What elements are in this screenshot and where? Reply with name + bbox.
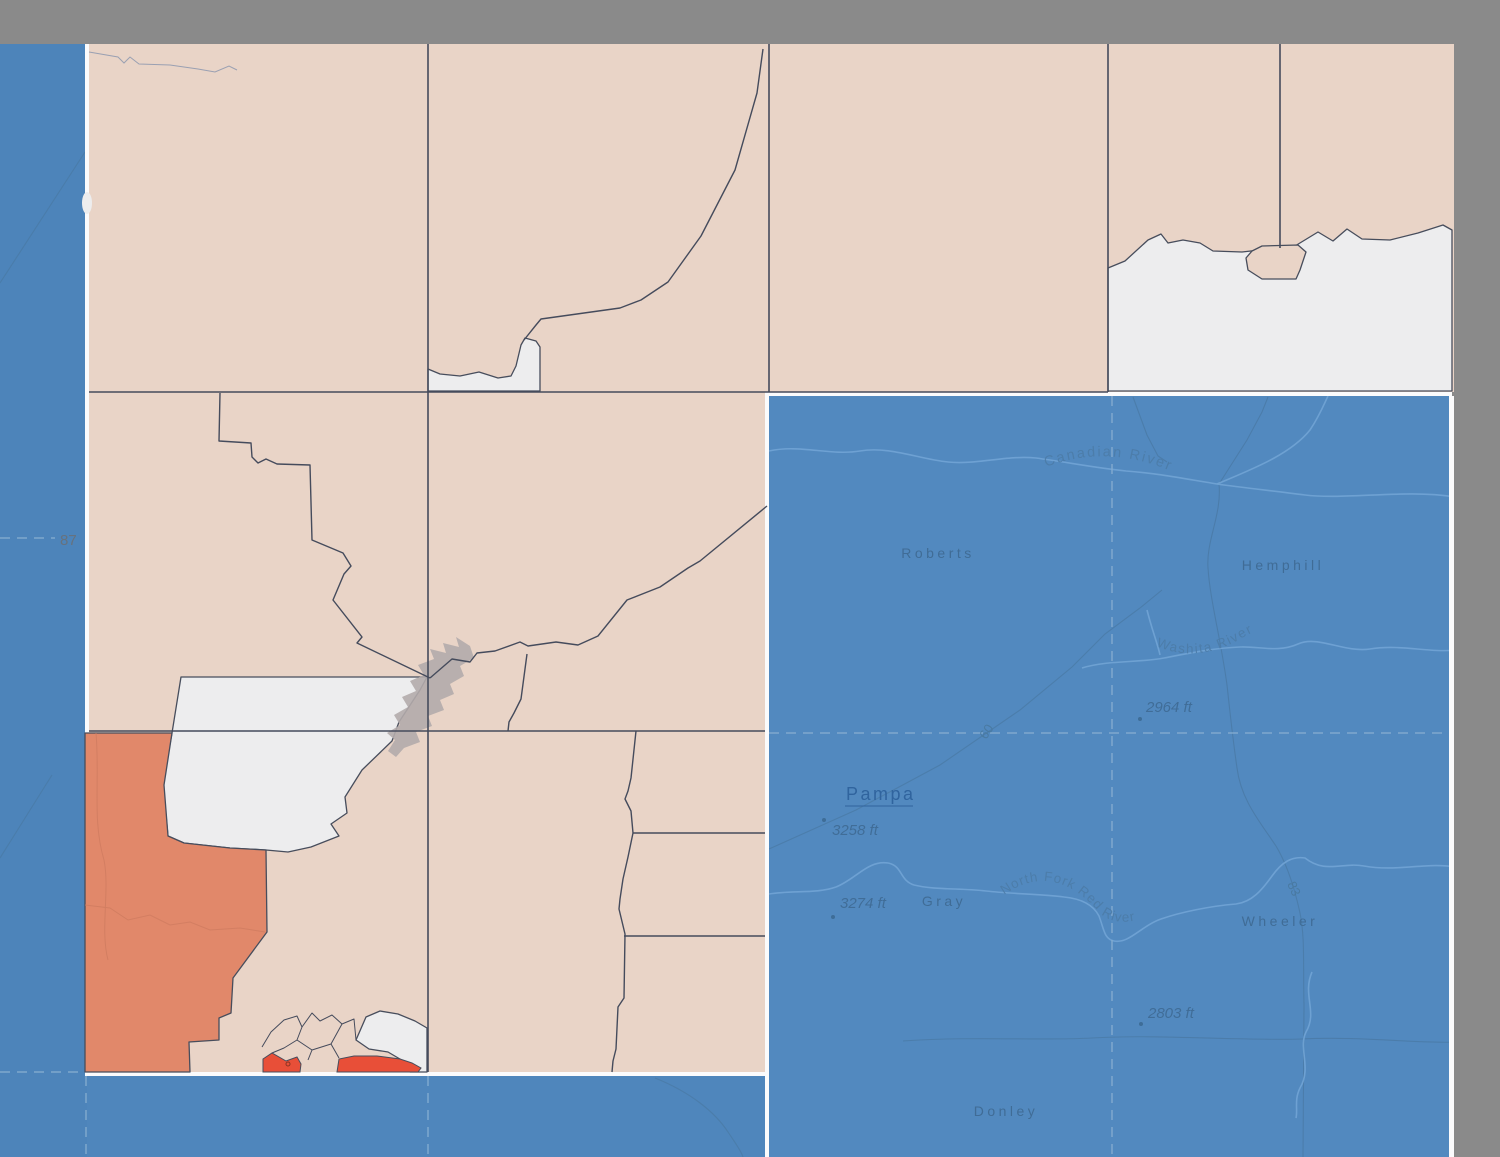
tract-red-1	[262, 1052, 302, 1073]
graticule-lines	[0, 396, 1452, 1157]
road-south	[902, 1036, 1456, 1043]
boundary-short-vertical	[507, 653, 528, 732]
southeast-river-line	[1295, 971, 1313, 1119]
county-label-hemphill: Hemphill	[1242, 557, 1324, 573]
tract-white-notch	[82, 192, 92, 214]
tile-seam-right-vertical	[1449, 396, 1454, 1157]
city-label-group: Pampa	[845, 784, 916, 807]
route-label-83: 83	[1284, 879, 1304, 898]
route-label-60: 60	[976, 721, 997, 741]
tract-beige-enclave	[1245, 244, 1307, 280]
elevation-label-3274: 3274 ft	[840, 895, 887, 912]
boundary-stepped-central	[218, 392, 431, 679]
tract-white-top-right	[1107, 224, 1453, 392]
tile-seam-bottom	[87, 1072, 768, 1076]
tile-gap-seams	[85, 44, 1454, 1157]
washita-river-line	[1081, 640, 1456, 669]
tract-white-top-middle	[427, 337, 541, 392]
river-lines	[768, 395, 1456, 1119]
tile-seam-left	[85, 44, 89, 1076]
faint-boundary-top-left	[88, 51, 238, 73]
road-left-strip-2	[0, 774, 53, 859]
boundary-lines	[89, 44, 1281, 1073]
road-north-1	[1132, 396, 1168, 463]
road-left-strip-1	[0, 151, 86, 284]
county-label-roberts: Roberts	[901, 545, 975, 561]
elevation-dot-3258	[822, 818, 826, 822]
frame-top-bar	[0, 0, 1500, 44]
tract-cluster-outlines	[261, 1012, 357, 1061]
elevation-label-3258: 3258 ft	[832, 822, 879, 839]
tile-basemap-bottom-strip	[87, 1076, 765, 1157]
tract-salmon-southwest	[84, 732, 268, 1073]
tract-red-2	[336, 1055, 422, 1073]
elevation-point-markers	[822, 717, 1143, 1026]
frame-right-strip	[1454, 0, 1500, 1157]
washita-tributary-line	[1146, 609, 1161, 656]
tile-basemap-left-strip	[0, 44, 87, 1157]
boundary-wavy-central	[429, 505, 768, 679]
salmon-inner-detail-lines	[84, 732, 266, 961]
elevation-label-2803: 2803 ft	[1147, 1005, 1195, 1022]
elevation-dot-2964	[1138, 717, 1142, 721]
county-label-wheeler: Wheeler	[1242, 913, 1319, 929]
road-bottom-strip	[654, 1077, 744, 1157]
north-fork-red-river-line	[768, 856, 1456, 943]
route-label-87: 87	[60, 532, 77, 549]
elevation-dot-3274	[831, 915, 835, 919]
county-label-donley: Donley	[974, 1103, 1039, 1119]
city-label-pampa: Pampa	[846, 784, 916, 804]
boundary-diagonal-top-middle	[523, 48, 764, 341]
boundary-wavy-bottom-middle	[611, 730, 637, 1073]
county-labels: Roberts Hemphill Gray Wheeler Donley	[901, 545, 1324, 1119]
tile-seam-center	[765, 392, 769, 1157]
tile-seam-right-horizontal	[768, 392, 1452, 396]
canadian-tributary-line	[1216, 395, 1329, 485]
route-87-label-backing	[55, 530, 87, 547]
road-north-2	[1218, 396, 1269, 485]
elevation-dot-2803	[1139, 1022, 1143, 1026]
tract-white-bottom	[355, 1010, 428, 1073]
road-us60	[768, 589, 1163, 850]
tract-red-dot	[285, 1061, 291, 1067]
road-lines	[0, 151, 1456, 1157]
canadian-river-line	[768, 447, 1456, 498]
elevation-label-2964: 2964 ft	[1145, 699, 1193, 716]
road-hemphill-wheeler	[1207, 483, 1305, 1157]
lake-gray-area	[387, 637, 474, 757]
white-tracts	[162, 224, 1453, 1073]
county-label-gray: Gray	[922, 893, 966, 909]
elevation-labels: 2964 ft 3258 ft 3274 ft 2803 ft	[832, 699, 1195, 1022]
tile-basemap-main	[769, 396, 1452, 1157]
